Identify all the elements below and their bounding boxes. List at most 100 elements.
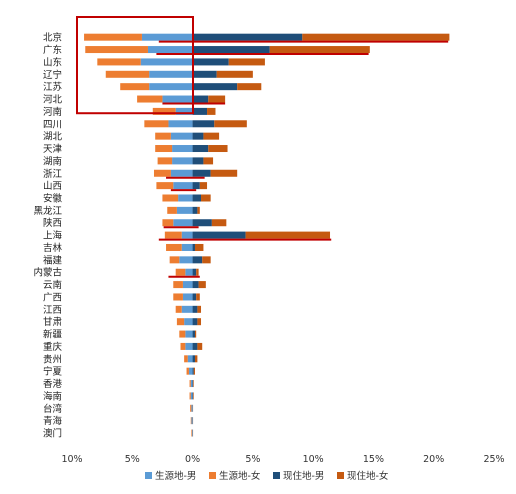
bar-origin-female (175, 305, 182, 313)
bar-origin-male (181, 231, 193, 239)
x-tick-label: 20% (423, 454, 444, 465)
bar-current-female (237, 83, 262, 91)
category-label: 江西 (43, 305, 62, 316)
bar-origin-female (144, 120, 169, 128)
bar-current-male (192, 132, 204, 140)
legend-label: 生源地-女 (219, 470, 260, 482)
category-label: 河南 (43, 106, 62, 118)
bar-origin-female (97, 58, 141, 66)
x-tick-label: 0% (185, 454, 200, 465)
bar-current-male (192, 169, 211, 177)
bar-current-female (208, 95, 226, 103)
bar-current-male (192, 330, 195, 338)
bar-current-female (269, 46, 370, 54)
bars-group (84, 33, 450, 437)
bar-current-female (197, 342, 203, 350)
category-label: 河北 (43, 94, 63, 106)
x-tick-label: 10% (303, 454, 324, 465)
bar-current-female (216, 70, 253, 78)
bar-origin-male (176, 206, 193, 214)
category-label: 山西 (43, 181, 62, 192)
bar-origin-female (175, 268, 186, 276)
bar-current-male (192, 194, 202, 202)
bar-origin-male (168, 120, 193, 128)
bar-origin-male (175, 107, 193, 115)
bar-origin-female (157, 157, 173, 165)
bar-current-female (198, 281, 206, 289)
bar-current-female (199, 182, 208, 190)
legend-swatch (145, 472, 152, 479)
category-label: 四川 (43, 119, 62, 130)
bar-current-male (192, 33, 303, 41)
x-tick-label: 5% (125, 454, 140, 465)
category-label: 广东 (43, 44, 62, 56)
bar-current-female (194, 330, 197, 338)
bar-current-male (192, 305, 198, 313)
bar-origin-male (181, 305, 193, 313)
bar-origin-male (172, 157, 193, 165)
bar-origin-female (162, 194, 179, 202)
x-tick-label: 15% (363, 454, 384, 465)
bar-origin-female (85, 46, 148, 54)
x-tick-label: 5% (245, 454, 260, 465)
x-tick-label: 25% (483, 454, 504, 465)
bar-current-female (245, 231, 331, 239)
bar-origin-male (162, 95, 193, 103)
category-label: 重庆 (43, 341, 63, 353)
bar-origin-male (147, 46, 193, 54)
bar-current-male (192, 219, 212, 227)
bar-current-male (192, 157, 204, 165)
bar-current-male (192, 268, 197, 276)
category-label: 澳门 (43, 428, 62, 440)
bar-origin-female (173, 293, 183, 301)
bar-origin-male (188, 367, 193, 375)
x-tick-label: 10% (61, 454, 82, 465)
category-label: 香港 (43, 378, 63, 390)
bar-origin-female (189, 392, 191, 400)
bar-origin-male (191, 404, 193, 412)
bar-origin-female (167, 206, 177, 214)
category-label: 福建 (43, 254, 63, 266)
bar-current-male (192, 107, 208, 115)
bar-origin-male (191, 429, 193, 437)
bar-current-female (197, 318, 202, 326)
bar-current-male (192, 83, 238, 91)
category-label: 山东 (43, 56, 62, 68)
bar-origin-female (84, 33, 142, 41)
bar-current-female (302, 33, 450, 41)
bar-current-female (193, 392, 194, 400)
bar-current-male (192, 243, 195, 251)
category-label: 广西 (43, 291, 62, 303)
bar-origin-female (137, 95, 163, 103)
category-label: 新疆 (43, 329, 63, 341)
legend-swatch (337, 472, 344, 479)
bar-origin-female (190, 404, 192, 412)
bar-origin-female (155, 132, 171, 140)
category-labels: 北京广东山东辽宁江苏河北河南四川湖北天津湖南浙江山西安徽黑龙江陕西上海吉林福建内… (33, 32, 62, 440)
category-label: 上海 (43, 230, 63, 242)
bar-current-male (192, 256, 203, 264)
bar-origin-male (185, 330, 193, 338)
bar-origin-male (149, 83, 193, 91)
bar-origin-female (179, 330, 186, 338)
bar-current-female (201, 194, 211, 202)
bar-origin-female (184, 355, 188, 363)
bar-current-male (192, 380, 194, 388)
bar-current-male (192, 95, 209, 103)
bar-current-male (192, 293, 197, 301)
bar-origin-female (189, 380, 191, 388)
bar-current-female (196, 293, 200, 301)
category-label: 浙江 (43, 168, 63, 180)
category-label: 北京 (43, 32, 62, 44)
bar-current-male (192, 355, 195, 363)
bar-origin-male (170, 169, 193, 177)
bar-current-female (203, 157, 214, 165)
bar-origin-male (178, 194, 193, 202)
bar-origin-female (105, 70, 150, 78)
bar-current-male (192, 281, 199, 289)
x-axis: 10% 5% 0% 5% 10% 15% 20% 25% (61, 454, 504, 465)
bar-origin-female (176, 318, 185, 326)
category-label: 内蒙古 (33, 267, 62, 279)
bar-current-male (192, 145, 209, 153)
